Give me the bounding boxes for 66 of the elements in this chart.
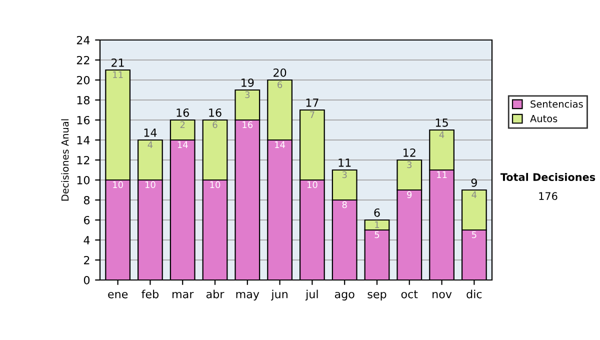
legend-label: Sentencias <box>530 100 583 108</box>
total-label: 16 <box>176 108 189 117</box>
data-label: 6 <box>212 121 218 128</box>
y-tick-label: 10 <box>77 176 90 184</box>
text: 176 <box>539 192 558 200</box>
data-label: 3 <box>245 91 250 98</box>
total-label: 20 <box>274 68 286 77</box>
total-label: 19 <box>242 78 254 87</box>
data-label: 8 <box>342 201 347 208</box>
x-tick-label: ene <box>108 292 128 298</box>
y-tick-label: 22 <box>76 56 90 64</box>
data-label: 3 <box>342 171 347 178</box>
data-label: 4 <box>472 191 477 198</box>
x-tick-label: mar <box>172 292 194 298</box>
y-axis-title: Decisiones Anual <box>61 119 69 201</box>
total-label: 21 <box>112 58 124 67</box>
data-label: 1 <box>375 221 380 228</box>
data-label: 2 <box>180 121 185 128</box>
x-tick-label: sep <box>368 292 386 300</box>
x-tick-label: feb <box>142 290 159 298</box>
data-label: 10 <box>307 181 318 188</box>
data-label: 11 <box>113 71 123 78</box>
total-label: 9 <box>471 178 477 187</box>
data-label: 6 <box>278 81 282 88</box>
data-label: 16 <box>242 121 253 128</box>
y-tick-label: 16 <box>77 116 90 124</box>
data-label: 14 <box>178 141 188 148</box>
total-label: 12 <box>404 148 416 157</box>
x-tick-label: may <box>236 292 260 300</box>
y-tick-label: 24 <box>76 36 90 44</box>
data-label: 14 <box>275 141 286 148</box>
data-label: 4 <box>148 141 153 148</box>
x-tick-label: jul <box>305 290 318 300</box>
y-tick-label: 6 <box>84 216 90 224</box>
y-tick-label: 20 <box>76 76 90 84</box>
data-label: 5 <box>472 231 476 238</box>
data-label: 4 <box>439 131 444 138</box>
y-tick-label: 2 <box>84 256 90 264</box>
data-label: 3 <box>407 161 412 168</box>
y-tick-label: 14 <box>77 136 90 144</box>
data-label: 10 <box>113 181 123 188</box>
total-label: 16 <box>209 108 222 117</box>
total-label: 17 <box>306 98 318 107</box>
x-tick-label: nov <box>432 292 452 298</box>
y-tick-label: 18 <box>77 96 90 104</box>
data-label: 11 <box>437 171 447 178</box>
y-tick-label: 12 <box>77 156 90 164</box>
text: Total Decisiones <box>500 172 596 182</box>
data-label: 9 <box>407 191 412 198</box>
total-label: 11 <box>338 158 351 167</box>
x-tick-label: ago <box>334 292 354 300</box>
y-tick-label: 4 <box>84 236 90 244</box>
total-label: 6 <box>374 208 380 217</box>
y-tick-label: 8 <box>84 196 90 204</box>
total-label: 15 <box>436 118 448 127</box>
x-tick-label: jun <box>271 290 288 300</box>
x-tick-label: oct <box>401 290 418 298</box>
x-tick-label: dic <box>466 290 482 298</box>
data-label: 10 <box>210 181 220 188</box>
legend-label: Autos <box>530 115 558 122</box>
y-tick-label: 0 <box>84 276 90 284</box>
x-tick-label: abr <box>206 290 224 298</box>
data-label: 10 <box>145 181 156 188</box>
data-label: 7 <box>310 111 314 118</box>
data-label: 5 <box>374 231 380 238</box>
total-label: 14 <box>144 128 157 137</box>
